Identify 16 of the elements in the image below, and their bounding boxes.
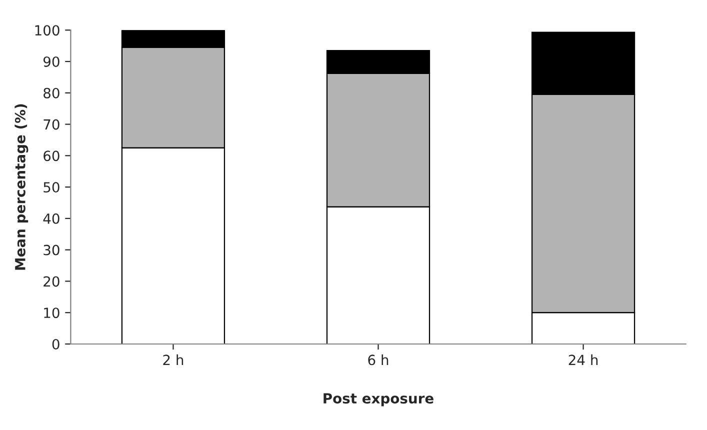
- y-tick-label: 60: [44, 150, 60, 162]
- y-axis-title: Mean percentage (%): [14, 104, 28, 270]
- y-tick-label: 50: [44, 182, 60, 193]
- x-axis-title: Post exposure: [324, 393, 434, 406]
- y-tick-label: 90: [43, 56, 60, 67]
- x-tick-label: 24 h: [568, 354, 598, 365]
- y-tick-label: 10: [44, 308, 60, 318]
- x-tick-label: 2 h: [163, 354, 184, 365]
- y-tick-label: 80: [44, 88, 60, 98]
- y-tick-label: 70: [44, 119, 60, 130]
- y-tick-label: 100: [35, 25, 60, 36]
- y-tick-label: 0: [52, 338, 60, 350]
- y-tick-label: 30: [44, 244, 60, 256]
- y-tick-label: 20: [44, 276, 60, 287]
- x-tick-label: 6 h: [368, 354, 388, 366]
- y-tick-label: 40: [43, 213, 60, 224]
